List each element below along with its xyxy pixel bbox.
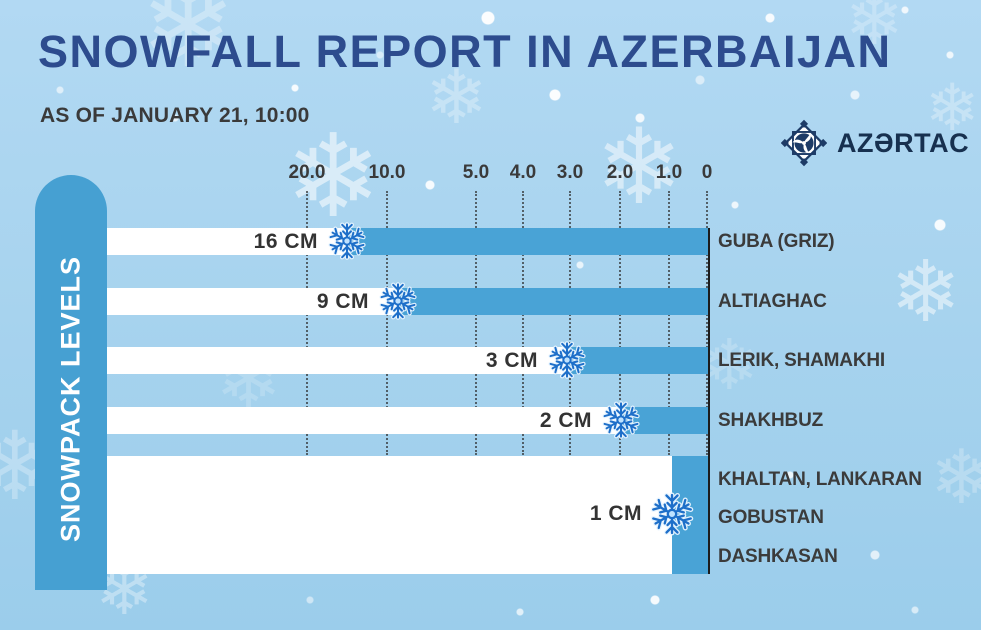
category-label-dashkasan: DASHKASAN [718, 546, 838, 567]
snowflake-icon [377, 280, 419, 322]
snowflake-decoration: ❄ [930, 435, 981, 519]
bar-guba [348, 228, 708, 255]
azertac-logo: AZƏRTAC [781, 119, 969, 167]
category-label-guba: GUBA (GRIZ) [718, 231, 835, 252]
zero-baseline [708, 228, 710, 574]
value-label-khaltan-group: 1 CM [589, 502, 642, 525]
category-axis-title: SNOWPACK LEVELS [35, 175, 107, 590]
category-label-khaltan: KHALTAN, LANKARAN [718, 469, 922, 490]
bar-altiaghac [399, 288, 708, 315]
category-axis-title-label: SNOWPACK LEVELS [55, 256, 86, 543]
category-label-gobustan: GOBUSTAN [718, 507, 824, 528]
category-label-altiaghac: ALTIAGHAC [718, 291, 827, 312]
axis-tick-10: 10.0 [368, 162, 406, 183]
value-label-altiaghac: 9 CM [316, 290, 369, 313]
azertac-logo-text: AZƏRTAC [837, 127, 970, 158]
snowflake-decoration: ❄ [890, 245, 962, 340]
category-label-shakhbuz: SHAKHBUZ [718, 410, 824, 431]
value-label-guba: 16 CM [253, 230, 318, 253]
snowflake-icon [600, 399, 642, 441]
page-title: SNOWFALL REPORT IN AZERBAIJAN [38, 26, 892, 77]
snowflake-icon [326, 220, 368, 262]
report-timestamp: AS OF JANUARY 21, 10:00 [40, 104, 310, 127]
value-label-lerik: 3 CM [485, 349, 538, 372]
azertac-emblem-icon [781, 119, 827, 167]
snowflake-icon [648, 490, 696, 538]
snowflake-icon [546, 339, 588, 381]
axis-tick-20: 20.0 [288, 162, 326, 183]
bar-lerik-shamakhi [568, 347, 708, 374]
category-label-lerik: LERIK, SHAMAKHI [718, 350, 885, 371]
value-label-shakhbuz: 2 CM [539, 409, 592, 432]
axis-tick-0: 0 [701, 162, 713, 183]
